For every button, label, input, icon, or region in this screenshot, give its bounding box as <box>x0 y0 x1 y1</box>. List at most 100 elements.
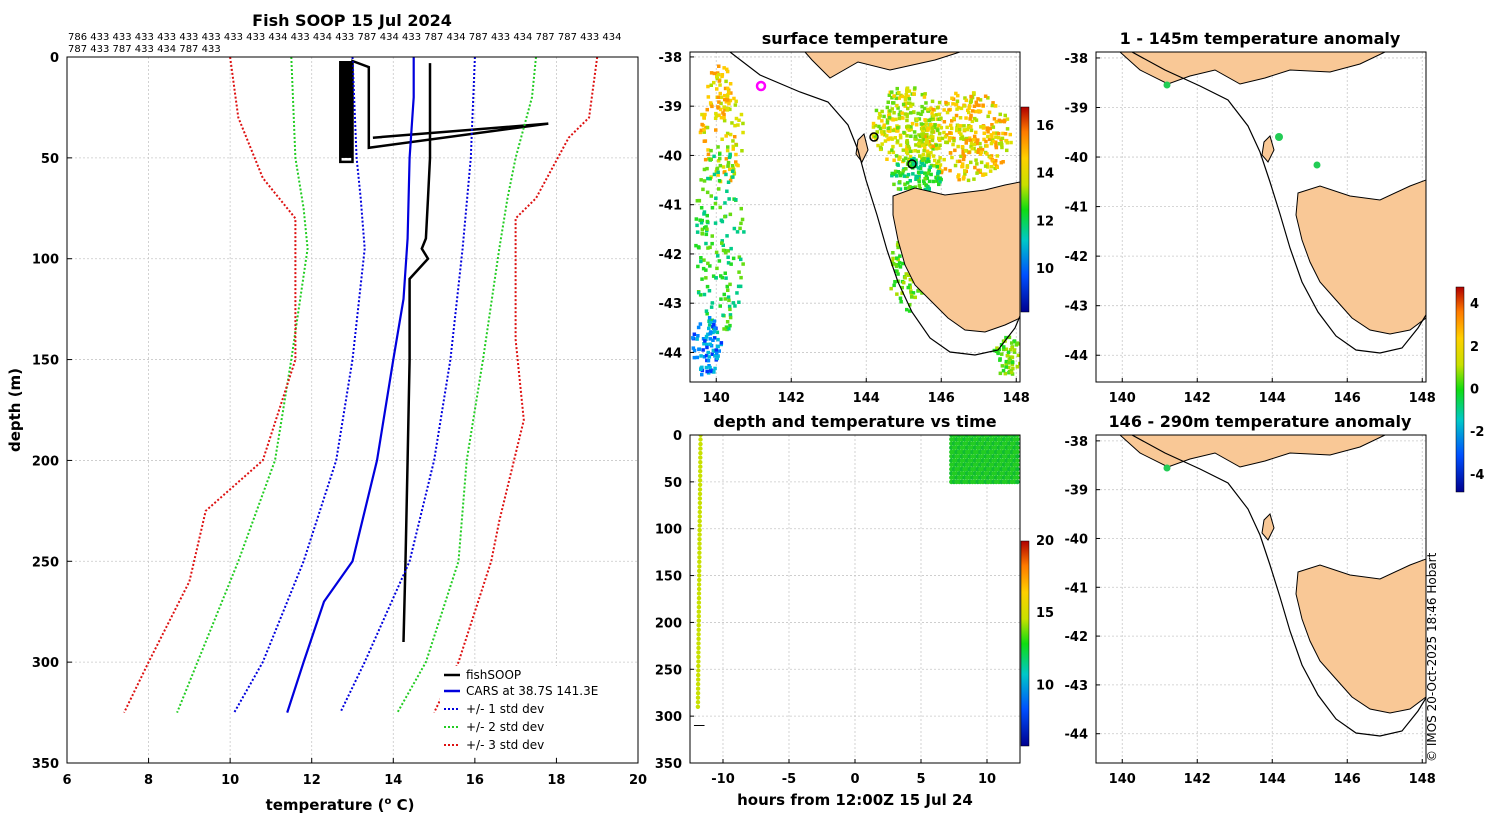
time-y-tick-label: 50 <box>664 476 682 491</box>
anom1-x-tick-label: 144 <box>1259 391 1286 406</box>
sst-pixel <box>886 129 890 133</box>
sst-pixel <box>918 166 923 171</box>
anom1-y-tick-label: -39 <box>1065 101 1089 116</box>
sst-pixel <box>702 167 707 172</box>
anom2-land-tasmania <box>1295 558 1426 714</box>
sst-pixel <box>714 114 719 118</box>
sst-pixel <box>723 86 728 91</box>
sst-pixel <box>709 305 714 309</box>
sst-pixel <box>952 138 956 143</box>
sst-pixel <box>927 159 931 163</box>
sst-pixel <box>913 185 918 189</box>
profile-x-tick-label: 16 <box>466 773 484 788</box>
sst-pixel <box>920 104 924 109</box>
sst-pixel <box>1004 347 1009 351</box>
time-point-cast1 <box>697 541 702 546</box>
sst-pixel <box>936 128 940 132</box>
sst-pixel <box>971 109 975 113</box>
sst-pixel <box>702 355 707 359</box>
sst-pixel <box>1000 143 1004 147</box>
sst-pixel <box>900 111 904 115</box>
sst-pixel <box>716 95 720 99</box>
sst-pixel <box>738 226 742 231</box>
sst-pixel <box>994 140 998 144</box>
sst-pixel <box>699 221 704 225</box>
sst-pixel <box>706 152 711 157</box>
time-point-cast1 <box>697 555 702 560</box>
sst-pixel <box>933 158 937 163</box>
sst-pixel <box>709 194 713 198</box>
sst-pixel <box>1010 362 1015 367</box>
sst-pixel <box>955 126 959 130</box>
sst-pixel <box>707 319 711 323</box>
sst-pixel <box>732 96 736 101</box>
sst-map-content <box>690 52 1020 382</box>
sst-pixel <box>726 249 730 253</box>
sst-pixel <box>993 104 998 108</box>
sst-pixel <box>1015 365 1020 369</box>
sst-pixel <box>909 111 913 115</box>
sst-pixel <box>919 140 923 144</box>
time-point-cast1 <box>696 627 701 632</box>
sst-pixel <box>944 133 949 137</box>
profile-x-tick-label: 20 <box>629 773 647 788</box>
sst-pixel <box>908 149 913 154</box>
sst-pixel <box>910 295 914 299</box>
sst-pixel <box>709 83 713 87</box>
sst-pixel <box>905 147 909 151</box>
sst-pixel <box>704 232 709 237</box>
sst-pixel <box>724 79 728 84</box>
sst-pixel <box>700 218 704 223</box>
sst-pixel <box>1000 364 1005 368</box>
sst-pixel <box>713 366 717 371</box>
sst-pixel <box>982 131 986 135</box>
sst-pixel <box>921 134 925 138</box>
sst-pixel <box>907 146 912 151</box>
sst-pixel <box>974 149 978 154</box>
sst-pixel <box>986 130 990 134</box>
sst-pixel <box>721 248 726 253</box>
sst-pixel <box>886 126 890 131</box>
sst-pixel <box>932 164 936 168</box>
sst-pixel <box>1004 359 1009 364</box>
sst-pixel <box>726 145 730 149</box>
legend-label-sd1: +/- 1 std dev <box>466 702 544 716</box>
sst-pixel <box>706 350 710 355</box>
sst-pixel <box>936 169 941 174</box>
sst-pixel <box>709 330 713 334</box>
sst-land-victoria <box>804 52 961 79</box>
legend-label-fish: fishSOOP <box>466 668 521 682</box>
sst-pixel <box>871 132 876 136</box>
sst-pixel <box>905 307 909 312</box>
sst-pixel <box>937 182 941 187</box>
sst-pixel <box>695 355 700 360</box>
sst-pixel <box>917 117 922 121</box>
sst-pixel <box>934 143 939 147</box>
sst-pixel <box>892 94 896 98</box>
time-point-cast1 <box>697 496 703 501</box>
sst-pixel <box>947 108 951 112</box>
time-point-cast1 <box>696 582 702 587</box>
sst-pixel <box>896 163 900 167</box>
sst-pixel <box>944 100 948 105</box>
sst-pixel <box>994 145 999 150</box>
sst-pixel <box>882 114 886 119</box>
sst-pixel <box>701 266 706 271</box>
sst-pixel <box>978 146 983 150</box>
sst-pixel <box>908 179 912 183</box>
time-point-cast2 <box>1015 449 1020 455</box>
sst-pixel <box>966 178 971 183</box>
sst-pixel <box>908 283 912 287</box>
sst-pixel <box>716 354 720 358</box>
sst-pixel <box>1002 119 1007 124</box>
sst-pixel <box>906 144 911 149</box>
sst-pixel <box>995 154 1000 158</box>
time-point-cast1 <box>696 618 701 623</box>
sst-pixel <box>702 212 706 216</box>
sst-pixel <box>976 109 981 113</box>
sst-pixel <box>898 265 903 269</box>
anom2-point-1 <box>1163 464 1171 472</box>
sst-pixel <box>726 295 731 299</box>
sst-pixel <box>1016 353 1020 358</box>
sst-pixel <box>956 175 960 179</box>
